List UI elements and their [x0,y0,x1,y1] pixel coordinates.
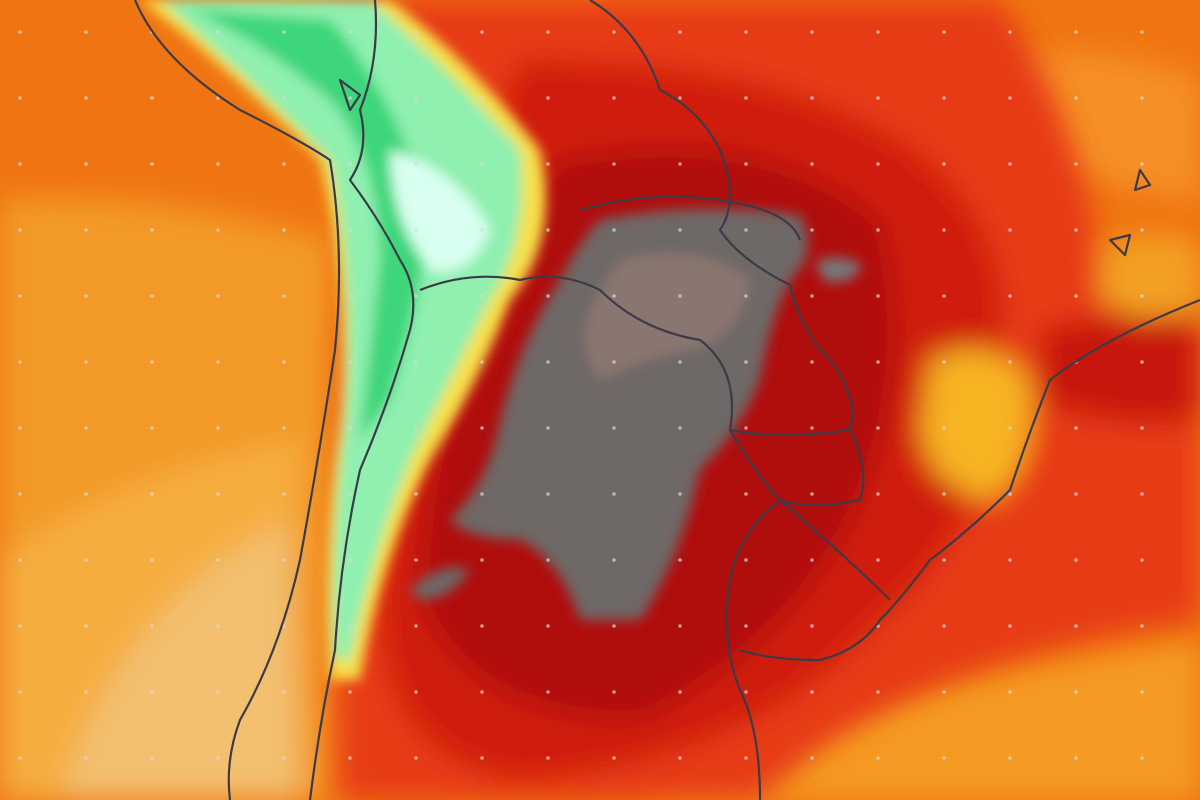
border [579,195,802,241]
island [1133,168,1152,192]
border [779,499,891,601]
border [589,0,854,437]
island [1108,233,1132,257]
coastline [133,0,341,800]
border [725,429,782,800]
lake [338,78,362,112]
border [779,429,865,507]
border [419,275,734,431]
border [308,0,415,800]
coastline [739,298,1200,662]
borders [133,0,1200,800]
